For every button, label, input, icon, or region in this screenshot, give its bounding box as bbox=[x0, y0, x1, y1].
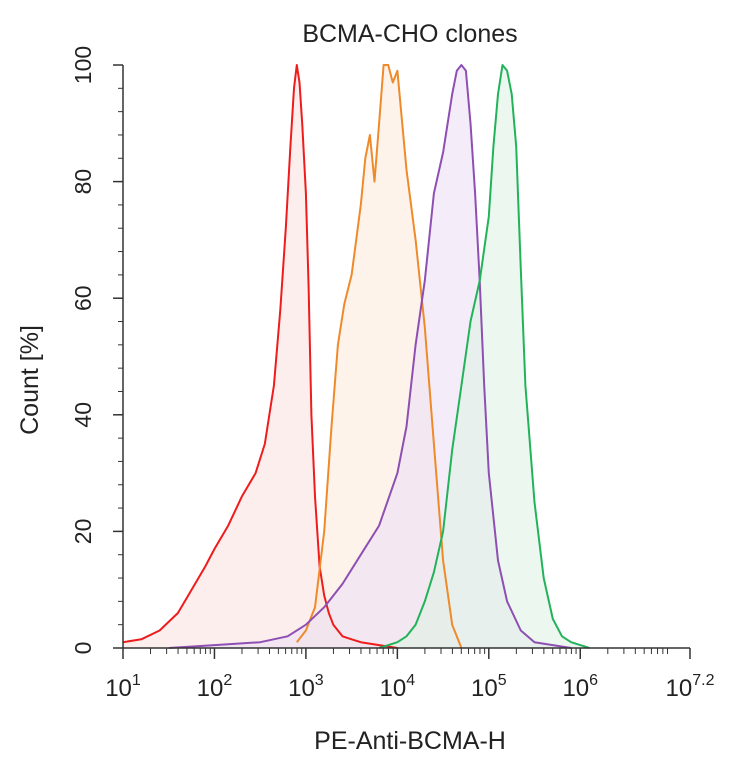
y-tick-label: 60 bbox=[70, 285, 96, 311]
series-area-4 bbox=[379, 65, 590, 648]
x-tick-label: 105 bbox=[471, 672, 507, 702]
x-tick-label: 106 bbox=[562, 672, 598, 702]
x-tick-label: 107.2 bbox=[666, 672, 715, 702]
series-line-4 bbox=[378, 64, 590, 649]
y-axis-label: Count [%] bbox=[16, 325, 44, 435]
x-axis-label: PE-Anti-BCMA-H bbox=[314, 727, 506, 755]
series-line-3 bbox=[168, 64, 572, 649]
y-tick-label: 80 bbox=[70, 169, 96, 195]
chart-title: BCMA-CHO clones bbox=[302, 20, 517, 48]
plot-area bbox=[122, 64, 590, 649]
x-tick-label: 104 bbox=[380, 672, 416, 702]
x-tick-label: 103 bbox=[288, 672, 324, 702]
y-tick-label: 100 bbox=[70, 46, 96, 84]
series-area-1 bbox=[123, 65, 398, 648]
x-tick-label: 102 bbox=[197, 672, 233, 702]
y-tick-label: 20 bbox=[70, 519, 96, 545]
series-line-2 bbox=[296, 64, 463, 649]
axes: 0 20 40 60 80 100 101 102 103 104 105 106 107.2 bbox=[70, 46, 715, 702]
x-tick-label: 101 bbox=[105, 672, 141, 702]
y-tick-label: 40 bbox=[70, 402, 96, 428]
series-line-1 bbox=[122, 64, 398, 649]
y-tick-label: 0 bbox=[70, 642, 96, 655]
